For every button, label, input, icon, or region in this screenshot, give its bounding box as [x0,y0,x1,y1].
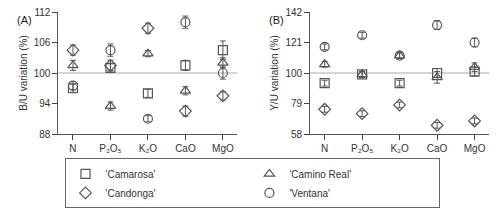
svg-text:121: 121 [285,37,302,48]
svg-text:100: 100 [285,68,302,79]
svg-text:79: 79 [291,98,303,109]
svg-text:'Candonga': 'Candonga' [106,188,156,199]
svg-text:Y/U variation (%): Y/U variation (%) [269,35,280,111]
svg-text:112: 112 [34,7,50,18]
svg-text:B/U variation (%): B/U variation (%) [18,35,29,111]
svg-text:P₂O₅: P₂O₅ [351,143,373,154]
svg-text:N: N [69,143,76,154]
svg-text:P₂O₅: P₂O₅ [99,143,121,154]
svg-text:MgO: MgO [212,143,234,154]
svg-text:'Camarosa': 'Camarosa' [106,169,156,180]
svg-text:'Ventana': 'Ventana' [289,188,330,199]
svg-text:K₂O: K₂O [390,143,409,154]
svg-text:94: 94 [39,98,51,109]
svg-text:CaO: CaO [175,143,196,154]
svg-text:K₂O: K₂O [139,143,158,154]
svg-text:88: 88 [39,129,51,140]
svg-text:(B): (B) [269,14,284,26]
svg-text:(A): (A) [17,14,32,26]
svg-text:'Camino Real': 'Camino Real' [289,169,351,180]
svg-text:106: 106 [34,37,51,48]
svg-text:MgO: MgO [464,143,486,154]
svg-text:100: 100 [34,68,51,79]
svg-text:CaO: CaO [427,143,448,154]
svg-text:58: 58 [291,129,303,140]
svg-text:142: 142 [285,7,302,18]
svg-text:N: N [321,143,328,154]
